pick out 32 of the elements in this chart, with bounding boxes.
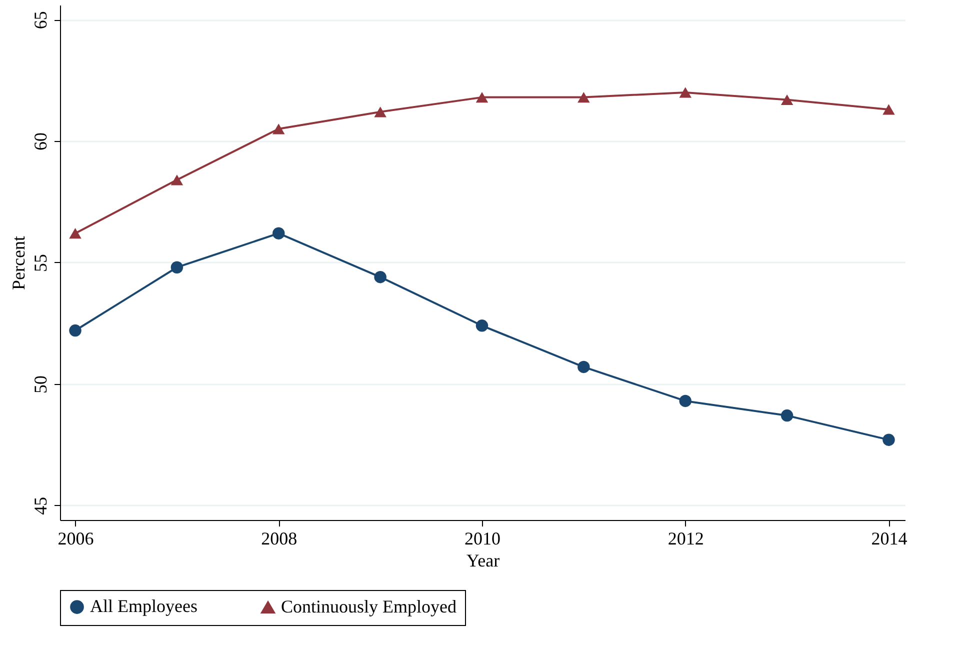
- x-tick-label: 2008: [261, 528, 298, 548]
- y-tick-label: 45: [30, 496, 50, 515]
- point: [882, 104, 895, 115]
- point: [170, 261, 184, 274]
- y-tick-label: 65: [30, 11, 50, 30]
- point: [374, 270, 386, 284]
- point: [69, 324, 82, 337]
- point: [882, 434, 895, 446]
- point: [170, 174, 184, 186]
- x-tick-label: 2014: [871, 528, 908, 548]
- point: [780, 94, 794, 106]
- x-axis-title: Year: [466, 550, 500, 570]
- y-tick-label: 60: [30, 132, 50, 151]
- y-tick-label: 50: [30, 375, 50, 394]
- point: [780, 409, 794, 422]
- legend-label: Continuously Employed: [281, 596, 456, 616]
- point: [679, 394, 692, 408]
- point: [272, 227, 285, 240]
- point: [679, 87, 692, 98]
- point: [578, 92, 590, 103]
- point: [578, 360, 590, 374]
- x-tick-label: 2012: [668, 528, 704, 548]
- point: [69, 228, 82, 239]
- x-tick-label: 2010: [464, 528, 500, 548]
- legend-label: All Employees: [90, 596, 198, 616]
- x-tick-label: 2006: [58, 528, 94, 548]
- point: [476, 92, 488, 103]
- y-axis-title: Percent: [8, 236, 28, 290]
- point: [374, 106, 386, 118]
- y-tick-label: 55: [30, 254, 50, 272]
- point: [476, 320, 488, 332]
- point: [272, 124, 285, 134]
